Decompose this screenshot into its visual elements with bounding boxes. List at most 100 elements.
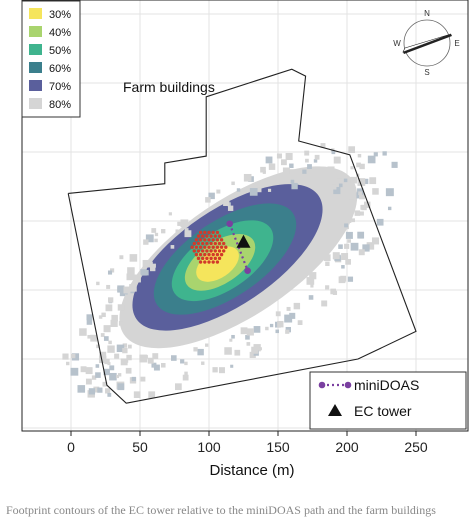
source-dot bbox=[203, 238, 207, 242]
footprint-speckle-cell bbox=[99, 351, 107, 359]
legend-label: 70% bbox=[49, 81, 71, 93]
x-tick-label: 200 bbox=[335, 439, 359, 455]
source-dot bbox=[196, 234, 201, 238]
footprint-speckle-cell bbox=[325, 261, 330, 266]
source-dot bbox=[201, 234, 205, 238]
footprint-speckle-cell bbox=[229, 338, 233, 342]
source-dot bbox=[203, 230, 207, 235]
footprint-speckle-cell bbox=[96, 281, 100, 286]
source-dot bbox=[222, 249, 226, 253]
source-dot bbox=[196, 249, 201, 253]
source-dot bbox=[209, 256, 213, 261]
source-dot bbox=[215, 230, 220, 235]
footprint-speckle-cell bbox=[325, 285, 330, 290]
footprint-speckle-cell bbox=[249, 351, 256, 359]
compass-needle-half bbox=[402, 33, 452, 53]
footprint-speckle-cell bbox=[161, 229, 166, 234]
compass-west: W bbox=[393, 39, 401, 48]
footprint-speckle-cell bbox=[177, 221, 182, 226]
footprint-speckle-cell bbox=[313, 159, 318, 163]
footprint-speckle-cell bbox=[338, 276, 346, 284]
footprint-speckle-cell bbox=[119, 255, 124, 260]
source-dot bbox=[219, 238, 224, 242]
footprint-speckle-cell bbox=[62, 353, 69, 360]
footprint-speckle-cell bbox=[285, 152, 293, 161]
source-dot bbox=[209, 234, 213, 238]
source-dot bbox=[198, 252, 203, 257]
footprint-speckle-cell bbox=[358, 249, 365, 256]
footprint-speckle-cell bbox=[108, 340, 112, 345]
source-dot bbox=[207, 260, 211, 264]
source-dot bbox=[198, 238, 203, 242]
footprint-speckle-cell bbox=[256, 187, 262, 193]
footprint-speckle-cell bbox=[147, 357, 154, 364]
footprint-speckle-cell bbox=[150, 265, 156, 272]
source-dot bbox=[213, 234, 217, 238]
source-dot bbox=[198, 260, 203, 264]
source-dot bbox=[198, 245, 203, 249]
legend-box bbox=[21, 0, 81, 118]
footprint-speckle-cell bbox=[297, 320, 303, 325]
footprint-speckle-cell bbox=[269, 323, 274, 328]
farm-buildings-label: Farm buildings bbox=[123, 79, 215, 95]
footprint-speckle-cell bbox=[143, 239, 149, 245]
compass-needle bbox=[403, 34, 452, 54]
compass-east: E bbox=[454, 39, 459, 48]
source-dot bbox=[217, 234, 222, 238]
source-dot bbox=[205, 256, 209, 261]
footprint-speckle-cell bbox=[133, 274, 141, 283]
footprint-speckle-cell bbox=[314, 154, 320, 160]
footprint-speckle-cell bbox=[110, 319, 118, 328]
footprint-speckle-cell bbox=[100, 333, 105, 337]
footprint-speckle-cell bbox=[201, 361, 205, 365]
source-dot bbox=[196, 256, 201, 261]
footprint-speckle-cell bbox=[140, 376, 146, 382]
footprint-speckle-cell bbox=[369, 177, 377, 185]
footprint-speckle-cell bbox=[160, 362, 166, 368]
source-dot bbox=[207, 252, 211, 257]
footprint-speckle-cell bbox=[107, 392, 112, 397]
source-dot bbox=[219, 245, 224, 249]
footprint-speckle-cell bbox=[289, 163, 294, 168]
footprint-contour-30pct bbox=[196, 246, 239, 282]
source-dot bbox=[196, 241, 201, 246]
footprint-speckle-cell bbox=[338, 244, 343, 249]
footprint-speckle-cell bbox=[151, 263, 156, 268]
footprint-speckle-cell bbox=[109, 372, 117, 381]
footprint-speckle-cell bbox=[276, 153, 282, 159]
footprint-speckle-cell bbox=[258, 347, 262, 351]
footprint-speckle-cell bbox=[341, 253, 349, 260]
footprint-contours bbox=[119, 166, 358, 349]
source-dot bbox=[198, 230, 203, 235]
source-dot bbox=[215, 238, 220, 242]
footprint-speckle-cell bbox=[333, 186, 341, 195]
footprint-speckle-cell bbox=[347, 276, 354, 282]
source-dot bbox=[224, 245, 228, 249]
footprint-speckle-cell bbox=[302, 169, 307, 174]
footprint-speckle-cell bbox=[385, 188, 394, 197]
footprint-speckle-cell bbox=[98, 355, 107, 364]
source-dot bbox=[207, 238, 211, 242]
footprint-speckle-cell bbox=[103, 325, 111, 333]
footprint-speckle-cell bbox=[348, 146, 356, 154]
footprint-speckle-cell bbox=[309, 272, 317, 280]
footprint-speckle-cell bbox=[133, 391, 141, 398]
source-dot bbox=[222, 241, 226, 246]
footprint-speckle-cell bbox=[107, 270, 113, 275]
footprint-speckle-cell bbox=[285, 329, 290, 334]
footprint-speckle-cell bbox=[321, 186, 326, 192]
compass-south: S bbox=[424, 68, 429, 77]
legend-ec-tower-label: EC tower bbox=[354, 403, 412, 419]
footprint-speckle-cell bbox=[95, 372, 101, 378]
footprint-speckle-cell bbox=[275, 311, 281, 317]
footprint-speckle-cell bbox=[249, 188, 258, 196]
footprint-speckle-cell bbox=[265, 326, 269, 331]
footprint-speckle-cell bbox=[71, 353, 76, 359]
footprint-speckle-cell bbox=[357, 178, 366, 186]
footprint-speckle-cell bbox=[224, 347, 232, 355]
footprint-speckle-cell bbox=[193, 347, 198, 352]
footprint-speckle-cell bbox=[336, 172, 343, 179]
footprint-speckle-cell bbox=[116, 344, 125, 353]
legend-swatch bbox=[29, 26, 42, 37]
footprint-speckle-cell bbox=[243, 173, 252, 182]
